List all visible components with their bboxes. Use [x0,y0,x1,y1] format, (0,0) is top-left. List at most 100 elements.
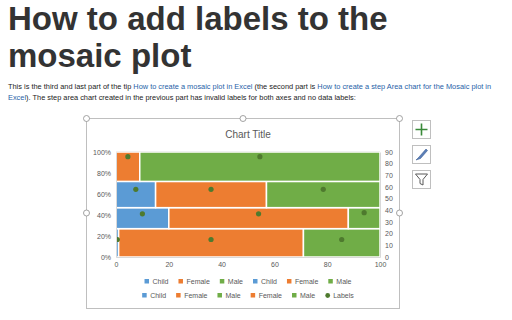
plot-marks [116,152,380,257]
chart-container: Chart Title0204060801000%20%40%60%80%100… [0,0,512,320]
legend: Child Female Male Child Female Male Child Femal… [142,278,354,299]
tick-label: 60% [97,191,111,198]
tick: 60 [271,257,279,268]
label-point [208,237,213,242]
mosaic-cell [348,208,380,229]
chart-button[interactable] [413,146,431,164]
grid-line [116,194,380,195]
plus-icon[interactable] [416,124,428,136]
link[interactable]: How to create a mosaic plot in Excel [133,82,252,91]
handle [84,210,90,216]
tick: 60 [380,184,393,191]
legend-label: Female [186,278,209,285]
mosaic-cell [266,181,380,207]
chart: Chart Title0204060801000%20%40%60%80%100… [84,116,403,309]
mosaic-cell [119,229,304,257]
legend-marker [178,279,183,284]
tick-label: 80 [385,160,393,167]
legend-item: Female [287,278,318,285]
tick-label: 0 [385,254,389,261]
legend-item: Female [251,292,282,299]
x-axis: 020406080100 [115,257,387,268]
label-point [116,237,120,242]
handle [397,210,403,216]
tick-label: 0% [101,254,111,261]
grid-line [116,152,380,153]
grid-line [116,215,380,216]
legend-item: Male [328,278,351,285]
button-frame[interactable] [413,121,431,139]
text: (the second part is [252,82,317,91]
y-axis: 0% 20% 40% 60% 80% 100% [93,149,116,261]
chart-button[interactable] [413,121,431,139]
grid [116,152,380,257]
tick: 40 [380,207,393,214]
brush-icon[interactable] [416,149,428,160]
axis-line [116,153,117,258]
text: This is the third and last part of the t… [8,82,133,91]
tick-label: 40 [385,207,393,214]
legend-item: Female [176,292,207,299]
legend-label: Child [153,278,169,285]
tick: 0% [101,254,116,261]
mosaic-cell [140,152,380,181]
chart-svg: Chart Title0204060801000%20%40%60%80%100… [0,0,512,320]
grid-line [116,257,380,258]
mosaic-cell [156,181,267,207]
legend-marker [176,293,181,298]
grid-line [116,236,380,237]
tick: 50 [380,195,393,202]
legend-marker [292,293,297,298]
chart-frame [87,119,400,309]
tick: 10 [380,242,393,249]
button-frame[interactable] [413,171,431,189]
tick: 20% [97,233,116,240]
mosaic-cell [116,181,156,207]
tick-label: 10 [385,242,393,249]
mosaic-cell [116,152,140,181]
tick-label: 70 [385,172,393,179]
legend-item: Child [142,292,166,299]
button-frame[interactable] [413,146,431,164]
tick: 60% [97,191,116,198]
heading: How to add labels to the mosaic plot [8,0,448,74]
handle [84,116,90,122]
legend-marker [217,293,222,298]
mosaic-cell [169,208,349,229]
label-point [140,211,145,216]
mosaic-cell [303,229,380,257]
chart-title: Chart Title [225,129,271,140]
legend-item: Male [217,292,240,299]
tick-label: 40% [97,212,111,219]
legend-item: Child [145,278,169,285]
filter-icon[interactable] [416,174,428,185]
tick: 80% [97,170,116,177]
label-point [133,187,138,192]
tick-label: 80% [97,170,111,177]
legend-label: Female [184,292,207,299]
grid-line [116,173,380,174]
legend-label: Male [225,292,240,299]
tick: 40 [218,257,226,268]
chart-button[interactable] [413,171,431,189]
tick-label: 60 [271,261,279,268]
legend-marker [145,279,150,284]
legend-marker [287,279,292,284]
legend-label: Male [228,278,243,285]
tick: 0 [115,257,119,268]
label-point [256,211,261,216]
legend-label: Child [150,292,166,299]
tick-label: 50 [385,195,393,202]
tick: 20 [165,257,173,268]
tick: 100% [93,149,116,156]
legend-label: Male [300,292,315,299]
tick: 40% [97,212,116,219]
legend-label: Male [336,278,351,285]
legend-label: Child [261,278,277,285]
tick-label: 100 [375,261,387,268]
legend-item: Female [178,278,209,285]
axis-line [117,257,381,258]
tick-label: 20 [385,230,393,237]
legend-label: Labels [333,292,354,299]
axis-line [380,153,381,258]
